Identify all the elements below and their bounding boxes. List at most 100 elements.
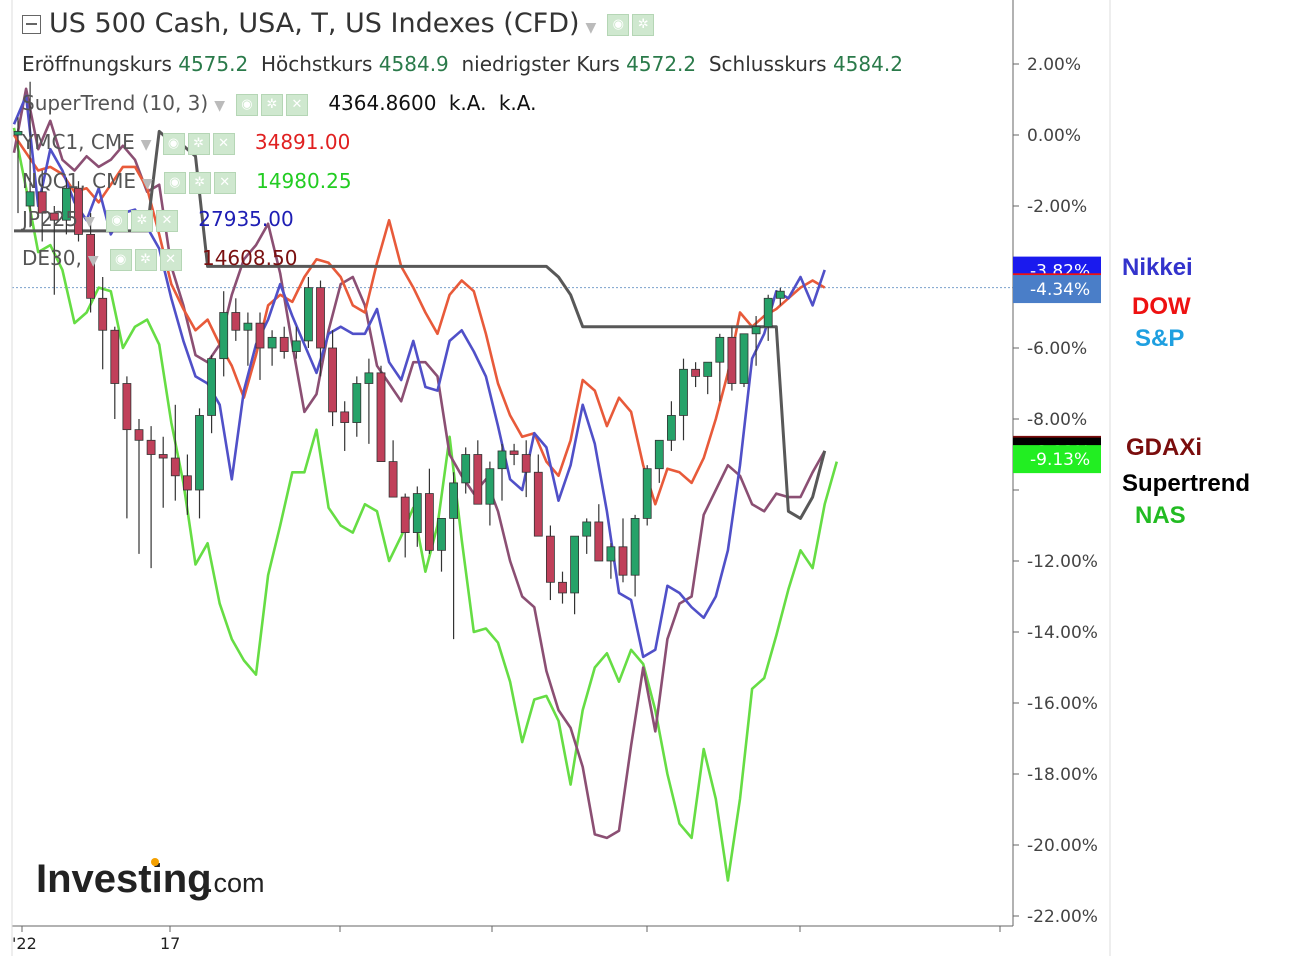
gear-icon[interactable]: ✲ [187,132,210,155]
eye-icon[interactable]: ◉ [235,93,258,116]
y-tick-label: -8.00% [1027,410,1087,430]
y-tick-label: -18.00% [1027,765,1098,785]
eye-icon[interactable]: ◉ [607,13,630,36]
candle-body [388,461,398,498]
close-icon[interactable]: ✕ [155,209,178,232]
indicator-value: 14980.25 [256,169,352,193]
candle-body [37,191,47,214]
gear-icon[interactable]: ✲ [130,209,153,232]
close-icon[interactable]: ✕ [159,248,182,271]
indicator-supertrend[interactable]: SuperTrend (10, 3) ▼ ◉ ✲ ✕ 4364.8600 k.A. k.… [22,91,536,116]
candle-body [49,212,59,221]
eye-icon[interactable]: ◉ [109,248,132,271]
candle-body [231,312,241,331]
candle-body [751,326,761,335]
candle-body [207,358,217,416]
candle-body [521,454,531,473]
value-tag [1013,445,1101,474]
candle-body [255,322,265,349]
candle-body [582,521,592,537]
ohlc-row: Eröffnungskurs 4575.2 Höchstkurs 4584.9 … [22,52,903,76]
close-label: Schlusskurs [708,52,827,76]
logo-dot [151,858,159,866]
candle-body [739,333,749,384]
indicator-value: 14608.50 [201,246,298,270]
candle-body [195,415,204,491]
indicator-value: 4364.8600 [328,91,437,115]
gear-icon[interactable]: ✲ [188,171,211,194]
candle-body [316,287,325,349]
indicator-value: k.A. [498,91,537,115]
close-icon[interactable]: ✕ [213,171,236,194]
low-value: 4572.2 [626,52,697,76]
candle-body [340,411,350,423]
chevron-down-icon[interactable]: ▼ [214,98,225,114]
eye-icon[interactable]: ◉ [162,132,185,155]
candle-body [691,368,700,377]
close-value: 4584.2 [832,52,903,76]
series-side-labels: Nikkei DOW S&P GDAXi Supertrend NAS [1122,254,1250,529]
candle-body [775,290,785,299]
candle-body [279,336,289,352]
candle-body [546,535,555,583]
eye-icon[interactable]: ◉ [105,209,128,232]
candle-body [243,322,253,331]
candle-body [679,368,688,416]
series-line-dow [12,134,826,506]
chevron-down-icon[interactable]: ▼ [87,253,99,269]
low-label: niedrigster Kurs [461,52,620,76]
eye-icon[interactable]: ◉ [163,171,186,194]
close-icon[interactable]: ✕ [212,132,235,155]
chevron-down-icon[interactable]: ▼ [84,214,95,230]
chevron-down-icon[interactable]: ▼ [585,20,597,36]
candle-body [412,493,422,533]
collapse-icon[interactable] [22,15,41,34]
indicator-jp225[interactable]: JP225 ▼ ◉ ✲ ✕ 27935.00 [22,207,294,232]
gear-icon[interactable]: ✲ [134,248,157,271]
indicator-value: 34891.00 [254,130,351,154]
side-label-nas: NAS [1135,502,1186,529]
candle-body [13,131,23,136]
close-icon[interactable]: ✕ [285,93,308,116]
candle-body [86,233,95,299]
side-label-supertrend: Supertrend [1122,470,1250,497]
chart-title-row: US 500 Cash, USA, T, US Indexes (CFD) ▼ ◉ ✲ [22,8,655,39]
indicator-nqc1[interactable]: NQC1, CME ▼ ◉ ✲ ✕ 14980.25 [22,169,352,194]
candle-body [509,450,519,455]
candle-body [219,312,229,360]
candle-body [98,297,108,331]
candle-body [533,471,543,537]
chevron-down-icon[interactable]: ▼ [141,176,153,192]
gear-icon[interactable]: ✲ [632,13,655,36]
candle-body [400,496,410,534]
candle-body [376,372,386,463]
indicator-ymc1[interactable]: YMC1, CME ▼ ◉ ✲ ✕ 34891.00 [22,130,350,155]
gear-icon[interactable]: ✲ [260,93,283,116]
y-tick-label: -16.00% [1027,694,1098,714]
candle-body [122,383,132,431]
y-tick-label: -14.00% [1027,623,1098,643]
investing-logo-text: Investing [36,857,212,901]
side-label-dow: DOW [1132,293,1191,320]
indicator-de30[interactable]: DE30, ▼ ◉ ✲ ✕ 14608.50 [22,246,297,271]
candle-body [158,454,168,459]
series-line-gdaxi [12,87,826,840]
candle-body [328,347,338,413]
y-tick-label: -2.00% [1027,197,1087,217]
candle-body [618,546,628,576]
chart-title: US 500 Cash, USA, T, US Indexes (CFD) [49,8,580,39]
candle-body [267,336,277,349]
indicator-label: NQC1, CME [22,169,136,193]
candle-body [364,372,374,384]
candle-body [654,439,664,470]
chevron-down-icon[interactable]: ▼ [140,137,152,153]
candle-body [727,336,737,384]
indicator-value: k.A. [448,91,487,115]
value-tag-label: -9.13% [1030,450,1090,470]
side-label-gdaxi: GDAXi [1126,434,1202,461]
candle-body [763,297,773,328]
side-label-nikkei: Nikkei [1122,254,1193,281]
y-tick-label: -12.00% [1027,552,1098,572]
candle-body [449,482,459,519]
candle-body [497,450,507,470]
